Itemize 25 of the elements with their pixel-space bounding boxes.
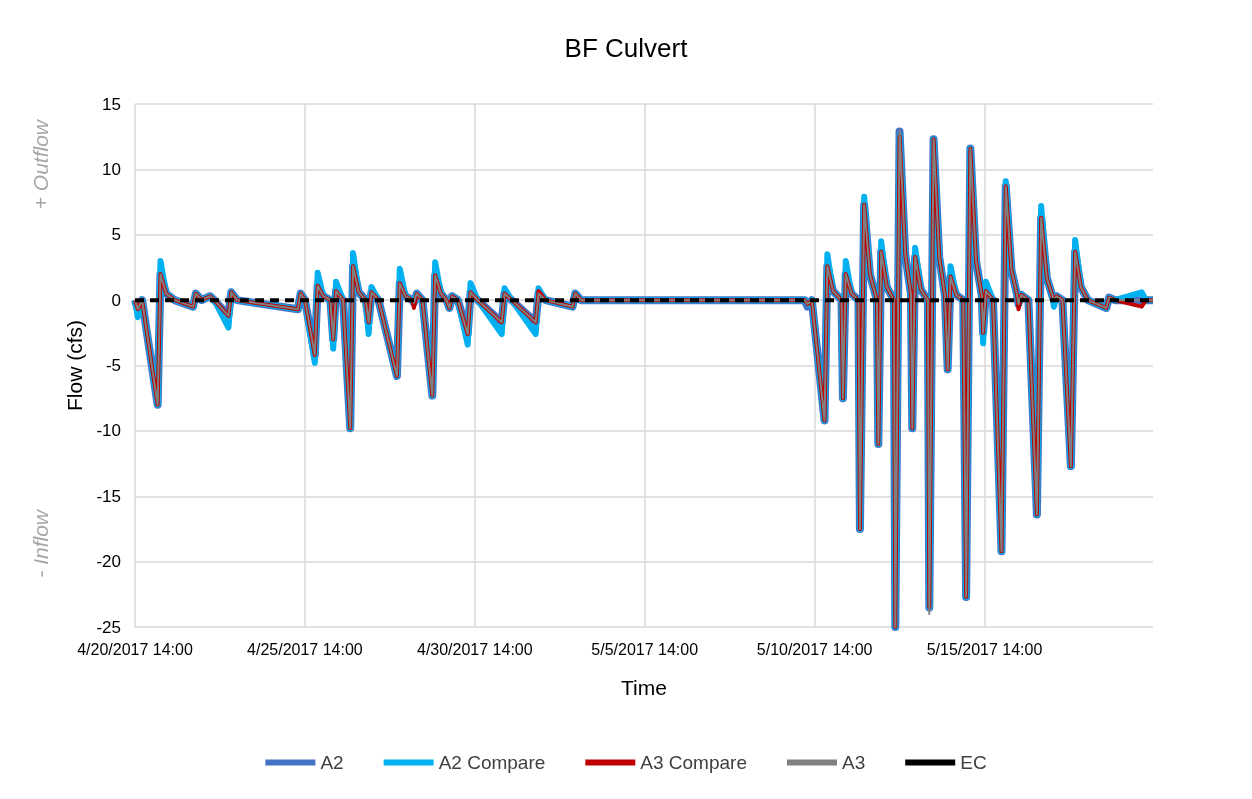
y-tick-label: -25 <box>96 617 121 637</box>
legend-label: EC <box>960 752 987 773</box>
x-tick-label: 4/30/2017 14:00 <box>416 640 533 658</box>
y-tick-label: -20 <box>96 552 121 572</box>
x-tick-label: 5/15/2017 14:00 <box>926 640 1043 658</box>
chart-title: BF Culvert <box>564 33 689 63</box>
y-tick-label: 15 <box>102 94 121 114</box>
x-axis-title: Time <box>621 676 667 699</box>
text: + Outflow <box>29 118 52 210</box>
y-tick-label: -10 <box>96 421 121 441</box>
y-tick-label: 0 <box>111 290 121 310</box>
text: - Inflow <box>29 508 52 578</box>
x-tick-label: 5/5/2017 14:00 <box>591 640 699 658</box>
legend-label: A2 Compare <box>438 752 546 773</box>
x-tick-label: 4/20/2017 14:00 <box>77 640 193 658</box>
x-tick-label: 4/25/2017 14:00 <box>247 640 363 658</box>
y-tick-label: 10 <box>102 159 121 179</box>
legend-label: A3 Compare <box>640 752 747 773</box>
y-tick-label: 5 <box>111 225 121 245</box>
x-tick-label: 5/10/2017 14:00 <box>756 640 873 658</box>
y-tick-label: -5 <box>105 356 121 375</box>
legend-label: A3 <box>841 752 866 773</box>
legend-label: A2 <box>320 752 344 773</box>
y-tick-label: -15 <box>96 486 121 506</box>
y-axis-title: Flow (cfs) <box>63 320 86 411</box>
